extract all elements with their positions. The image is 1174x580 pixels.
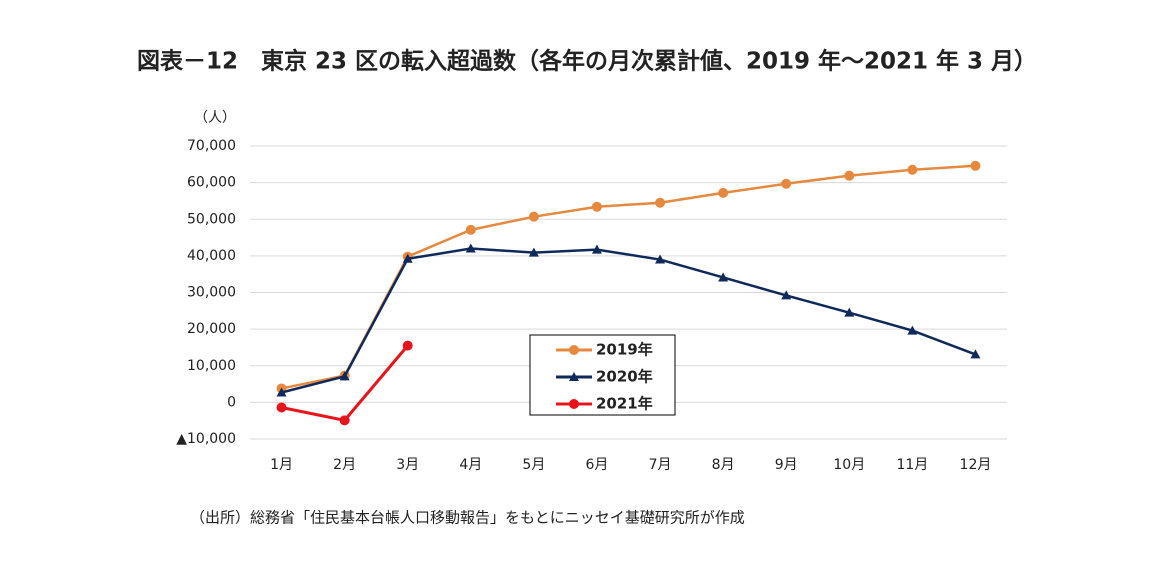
x-tick-label: 1月 [270,457,293,473]
series-line [281,247,976,394]
data-point [655,254,666,264]
data-point [339,415,350,426]
legend-marker [569,345,579,355]
legend-marker [569,399,579,409]
x-tick-label: 2月 [333,457,356,473]
y-tick-label: 0 [227,394,236,410]
data-point [970,160,981,171]
data-point [907,325,918,335]
x-tick-label: 11月 [896,457,928,473]
data-point [844,170,855,181]
y-tick-label: 40,000 [187,248,236,264]
legend-label: 2020年 [596,368,653,386]
y-tick-label: 30,000 [187,285,236,301]
data-point [907,164,918,175]
chart-title: 図表－12 東京 23 区の転入超過数（各年の月次累計値、2019 年～2021… [137,48,1037,75]
data-point [655,197,666,208]
data-point [591,201,602,212]
x-tick-label: 6月 [585,457,608,473]
data-point [528,247,539,257]
data-point [591,244,602,254]
y-tick-label: ▲10,000 [176,431,236,447]
legend-marker [569,372,579,381]
data-point [402,253,413,263]
legend-label: 2019年 [596,341,653,359]
y-tick-label: 50,000 [187,211,236,227]
x-tick-label: 9月 [775,457,798,473]
y-tick-label: 60,000 [187,175,236,191]
data-point [970,349,981,359]
x-tick-label: 12月 [960,457,992,473]
y-axis-unit: （人） [194,110,236,126]
y-tick-label: 10,000 [187,358,236,374]
data-point [781,178,792,189]
data-point [718,272,729,282]
x-tick-label: 7月 [649,457,672,473]
source-note: （出所）総務省「住民基本台帳人口移動報告」をもとにニッセイ基礎研究所が作成 [190,509,745,527]
y-tick-label: 20,000 [187,321,236,337]
x-tick-label: 10月 [833,457,865,473]
x-tick-label: 5月 [522,457,545,473]
data-point [528,211,539,222]
data-point [781,290,792,300]
data-point [276,402,287,413]
legend-label: 2021年 [596,395,653,413]
legend-box [529,334,676,416]
data-point [465,243,476,253]
data-point [844,307,855,317]
data-point [465,224,476,235]
x-tick-label: 3月 [396,457,419,473]
x-tick-label: 8月 [712,457,735,473]
data-point [276,387,287,397]
x-tick-label: 4月 [459,457,482,473]
data-point [339,371,350,381]
data-point [402,340,413,351]
data-point [718,187,729,198]
y-tick-label: 70,000 [187,138,236,154]
series-line [281,344,409,422]
